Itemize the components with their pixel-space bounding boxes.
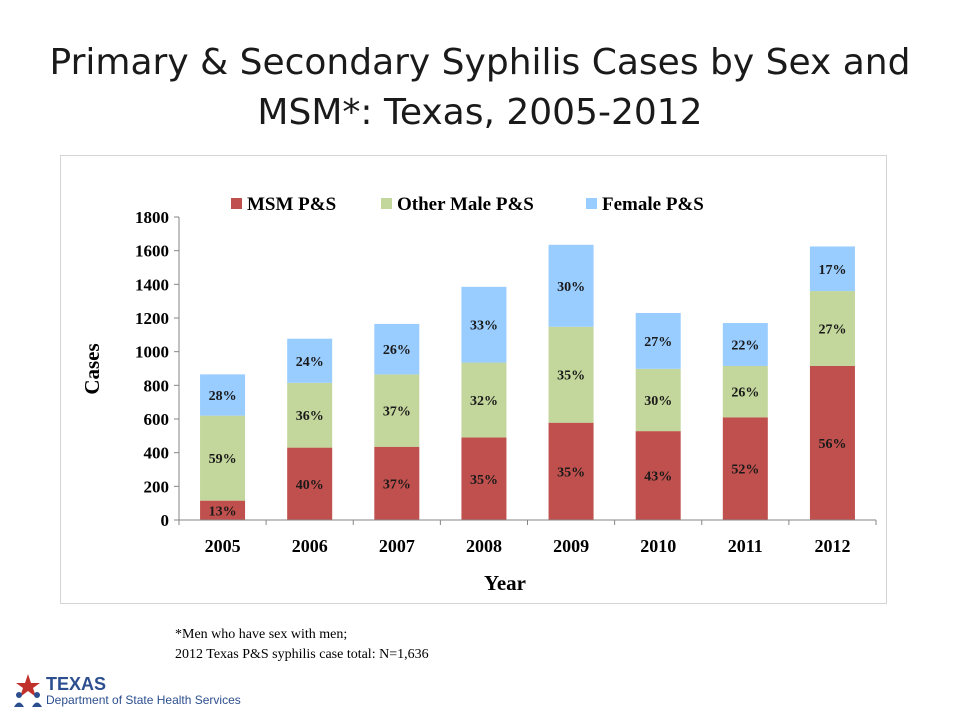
data-label: 30% [557, 280, 585, 295]
data-label: 22% [731, 339, 759, 354]
bar-segment [287, 447, 333, 520]
data-label: 17% [818, 263, 846, 278]
bar-segment [635, 368, 681, 432]
texas-dshs-logo: TEXAS Department of State Health Service… [10, 670, 250, 710]
data-label: 26% [383, 343, 411, 358]
legend-swatch [586, 198, 597, 209]
x-tick-label: 2009 [553, 536, 589, 556]
data-label: 35% [557, 465, 585, 480]
data-label: 30% [644, 394, 672, 409]
data-label: 37% [383, 477, 411, 492]
bar-segment [635, 312, 681, 369]
y-tick-label: 400 [144, 444, 170, 463]
y-tick-label: 200 [144, 477, 170, 496]
x-tick-label: 2011 [728, 536, 763, 556]
y-tick-label: 800 [144, 376, 170, 395]
x-tick-label: 2012 [814, 536, 850, 556]
bar-segment [809, 246, 855, 292]
footnote-line-1: *Men who have sex with men; [175, 627, 348, 642]
bar-segment [548, 422, 594, 520]
data-label: 36% [296, 409, 324, 424]
x-tick-label: 2006 [292, 536, 328, 556]
data-label: 13% [209, 504, 237, 519]
footnote: *Men who have sex with men; 2012 Texas P… [175, 625, 429, 665]
bar-segment [200, 500, 246, 520]
data-label: 26% [731, 386, 759, 401]
y-tick-label: 1600 [135, 242, 169, 261]
chart-axes: 0 200 400 600 800 1000 1200 1400 1600 1800 2005 200… [135, 208, 877, 556]
x-tick-label: 2008 [466, 536, 502, 556]
legend-label: Other Male P&S [397, 194, 534, 215]
bar-segment [548, 326, 594, 423]
chart-legend: MSM P&S Other Male P&S Female P&S [231, 194, 704, 215]
data-label: 52% [731, 463, 759, 478]
x-tick-label: 2007 [379, 536, 415, 556]
legend-label: Female P&S [602, 194, 704, 215]
data-label: 24% [296, 355, 324, 370]
y-tick-label: 1800 [135, 208, 169, 227]
bar-segment [722, 365, 768, 418]
data-label: 43% [644, 470, 672, 485]
data-label: 56% [818, 437, 846, 452]
bar-segment [287, 382, 333, 448]
texas-star-people-icon: TEXAS Department of State Health Service… [14, 674, 241, 707]
bar-segment [374, 323, 420, 375]
bar-segment [809, 365, 855, 520]
chart-frame: MSM P&S Other Male P&S Female P&S 13% 59% 28… [60, 155, 887, 604]
bar-segment [374, 446, 420, 520]
x-tick-label: 2010 [640, 536, 676, 556]
bar-segment [200, 415, 246, 501]
y-axis-title: Cases [80, 343, 104, 394]
y-tick-label: 1200 [135, 309, 169, 328]
bar-segment [461, 437, 507, 520]
legend-label: MSM P&S [247, 194, 336, 215]
x-axis-title: Year [484, 571, 526, 595]
slide-title: Primary & Secondary Syphilis Cases by Se… [49, 42, 911, 133]
bar-segment [374, 374, 420, 447]
data-label: 33% [470, 319, 498, 334]
data-label: 28% [209, 389, 237, 404]
y-tick-label: 600 [144, 410, 170, 429]
legend-swatch [231, 198, 242, 209]
y-tick-label: 1400 [135, 275, 169, 294]
y-tick-label: 0 [161, 511, 170, 530]
data-label: 35% [557, 369, 585, 384]
chart-bars: 13% 59% 28% 40% 36% 24% 37% 37% 26% 35% 32% 33% 35% 3… [200, 244, 855, 520]
data-label: 40% [296, 478, 324, 493]
bar-segment [722, 323, 768, 366]
bar-segment [287, 338, 333, 383]
bar-segment [635, 431, 681, 520]
data-label: 27% [818, 323, 846, 338]
bar-segment [548, 244, 594, 327]
bar-segment [461, 286, 507, 363]
logo-subtitle: Department of State Health Services [46, 693, 241, 707]
legend-swatch [381, 198, 392, 209]
stacked-bar-chart: MSM P&S Other Male P&S Female P&S 13% 59% 28… [80, 194, 877, 595]
data-label: 35% [470, 473, 498, 488]
bar-segment [461, 362, 507, 438]
data-label: 59% [209, 452, 237, 467]
data-label: 37% [383, 405, 411, 420]
y-tick-label: 1000 [135, 343, 169, 362]
x-tick-label: 2005 [205, 536, 241, 556]
data-label: 32% [470, 394, 498, 409]
footnote-line-2: 2012 Texas P&S syphilis case total: N=1,… [175, 647, 429, 662]
bar-segment [722, 417, 768, 520]
bar-segment [200, 374, 246, 416]
data-label: 27% [644, 335, 672, 350]
bar-segment [809, 291, 855, 366]
logo-word: TEXAS [46, 674, 106, 694]
